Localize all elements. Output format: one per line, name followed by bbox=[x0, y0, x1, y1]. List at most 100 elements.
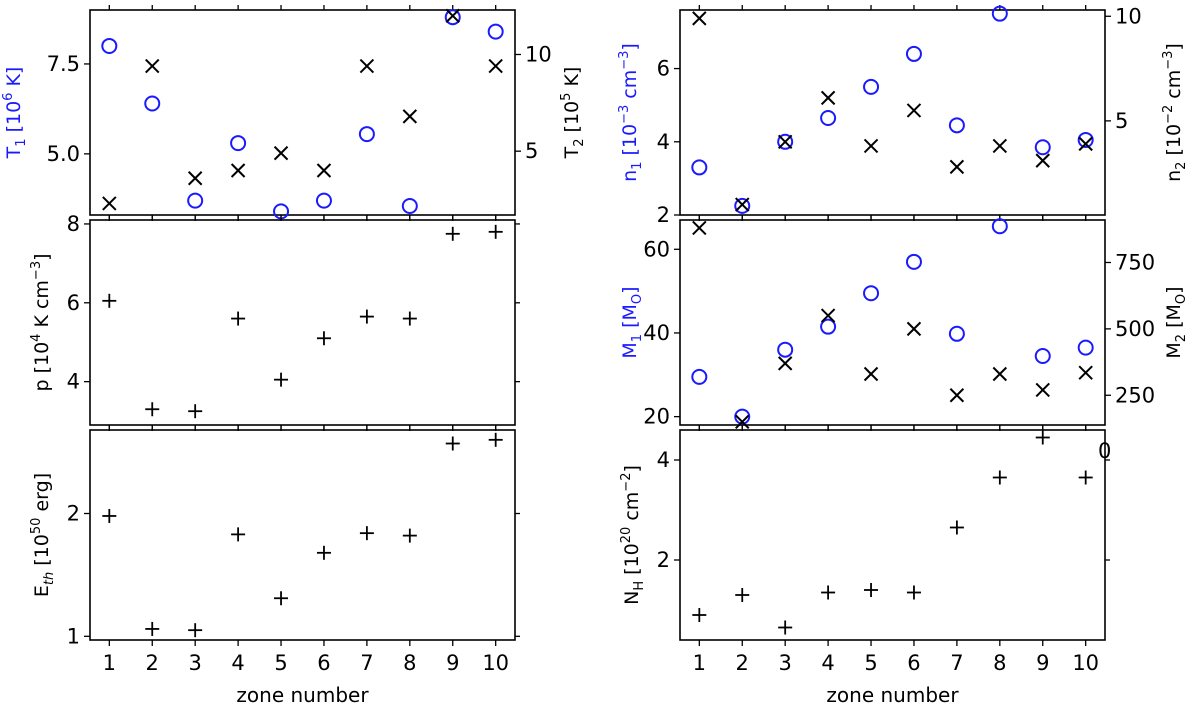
y2-tick-label: 250 bbox=[1115, 383, 1155, 407]
x-tick-label: 8 bbox=[993, 651, 1006, 675]
y-tick-label: 1 bbox=[67, 624, 80, 648]
data-point-plus bbox=[821, 585, 836, 600]
plot-frame bbox=[679, 219, 1106, 426]
data-point-x bbox=[445, 8, 460, 24]
y-tick-label: 7.5 bbox=[47, 52, 80, 76]
data-point-plus bbox=[778, 620, 793, 635]
data-point-circle bbox=[734, 408, 751, 425]
data-point-circle bbox=[1077, 131, 1094, 148]
y-tick-label: 6 bbox=[657, 57, 670, 81]
data-point-plus bbox=[445, 436, 460, 451]
y-axis-label: p [104 K cm−3] bbox=[29, 253, 53, 391]
data-point-x bbox=[230, 163, 246, 178]
data-point-circle bbox=[905, 253, 922, 270]
data-point-circle bbox=[820, 318, 837, 335]
y2-axis-label: M2 [MO] bbox=[1163, 286, 1189, 358]
y-tick-label: 5.0 bbox=[47, 142, 80, 166]
x-tick-label: 6 bbox=[907, 651, 920, 675]
data-point-circle bbox=[144, 95, 161, 112]
data-point-plus bbox=[145, 621, 160, 636]
x-tick-label: 6 bbox=[317, 651, 330, 675]
panel-M: 20 40 60 250 500 750 M1 [MO] M2 [MO] bbox=[619, 215, 1189, 431]
data-point-x bbox=[402, 109, 418, 124]
x-tick-label: 1 bbox=[103, 651, 116, 675]
x-tick-label: 5 bbox=[864, 651, 877, 675]
data-point-x bbox=[820, 308, 836, 323]
data-point-circle bbox=[101, 37, 118, 54]
x-tick-label: 9 bbox=[446, 651, 459, 675]
plot-frame bbox=[89, 429, 516, 641]
data-point-x bbox=[488, 58, 503, 74]
data-point-x bbox=[735, 414, 750, 430]
y2-tick-label: 10 bbox=[525, 42, 552, 66]
x-tick-label: 2 bbox=[736, 651, 749, 675]
data-point-plus bbox=[274, 591, 289, 606]
data-point-x bbox=[777, 134, 793, 149]
y2-tick-label: 750 bbox=[1115, 250, 1155, 274]
y2-tick-label: 10 bbox=[1115, 4, 1142, 28]
data-point-circle bbox=[948, 325, 965, 342]
y-axis-label: NH [1020 cm−2] bbox=[619, 465, 647, 605]
y-tick-label: 2 bbox=[657, 548, 670, 572]
plot-frame bbox=[679, 9, 1106, 216]
x-tick-label: 10 bbox=[482, 651, 509, 675]
data-point-plus bbox=[402, 528, 417, 543]
x-tick-label: 9 bbox=[1036, 651, 1049, 675]
data-point-circle bbox=[444, 9, 461, 26]
data-point-x bbox=[273, 145, 289, 161]
y-tick-label: 60 bbox=[643, 237, 670, 261]
data-point-circle bbox=[991, 5, 1008, 22]
data-point-circle bbox=[1077, 339, 1094, 356]
data-point-plus bbox=[992, 470, 1007, 485]
data-point-plus bbox=[906, 585, 921, 600]
x-tick-label: 2 bbox=[146, 651, 159, 675]
panel-p: 4 6 8 p [104 K cm−3] bbox=[29, 212, 520, 431]
panel-n: 2 4 6 5 10 n1 [10−3 cm−3] n2 [10−2 cm−3] bbox=[617, 4, 1189, 227]
data-point-plus bbox=[864, 583, 879, 597]
y-tick-label: 20 bbox=[643, 405, 670, 429]
data-point-circle bbox=[820, 109, 837, 126]
data-point-x bbox=[1078, 365, 1093, 380]
x-tick-label: 10 bbox=[1072, 651, 1099, 675]
data-point-plus bbox=[102, 293, 117, 308]
panel-NH: 1 2 3 4 5 6 7 8 9 10 2 4 NH [1020 cm−2] zone number bbox=[619, 425, 1110, 707]
data-point-x bbox=[102, 196, 117, 211]
data-point-plus bbox=[188, 623, 203, 638]
y-tick-label: 6 bbox=[67, 291, 80, 315]
data-point-plus bbox=[188, 404, 203, 419]
data-point-x bbox=[777, 356, 793, 371]
x-tick-label: 3 bbox=[188, 651, 201, 675]
plot-frame bbox=[679, 429, 1106, 641]
data-point-plus bbox=[274, 372, 289, 387]
x-tick-label: 7 bbox=[360, 651, 373, 675]
y-tick-label: 4 bbox=[657, 130, 670, 154]
x-tick-label: 3 bbox=[778, 651, 791, 675]
y-axis-label: M1 [MO] bbox=[619, 286, 645, 358]
data-point-circle bbox=[187, 192, 204, 209]
data-point-circle bbox=[401, 198, 418, 215]
data-point-circle bbox=[863, 78, 880, 95]
y-axis-label: T1 [106 K] bbox=[1, 67, 29, 160]
y-tick-label: 4 bbox=[67, 370, 80, 394]
data-point-plus bbox=[488, 432, 503, 447]
y2-tick-label: 5 bbox=[525, 139, 538, 163]
data-point-x bbox=[145, 58, 160, 74]
plot-frame bbox=[89, 9, 516, 216]
clipped-tick-label: 0 bbox=[1098, 439, 1111, 463]
data-point-plus bbox=[949, 520, 964, 535]
data-point-plus bbox=[488, 224, 503, 239]
y2-axis-label: n2 [10−2 cm−3] bbox=[1161, 43, 1189, 182]
data-point-circle bbox=[991, 218, 1008, 235]
data-point-plus bbox=[231, 311, 246, 326]
x-tick-label: 4 bbox=[231, 651, 244, 675]
x-tick-label: 5 bbox=[274, 651, 287, 675]
data-point-circle bbox=[905, 45, 922, 62]
data-point-plus bbox=[316, 331, 331, 346]
data-point-plus bbox=[445, 226, 460, 241]
data-point-x bbox=[949, 159, 965, 175]
data-point-x bbox=[1035, 153, 1050, 168]
data-point-circle bbox=[691, 159, 708, 176]
data-point-plus bbox=[316, 545, 331, 560]
plot-frame bbox=[89, 219, 516, 426]
